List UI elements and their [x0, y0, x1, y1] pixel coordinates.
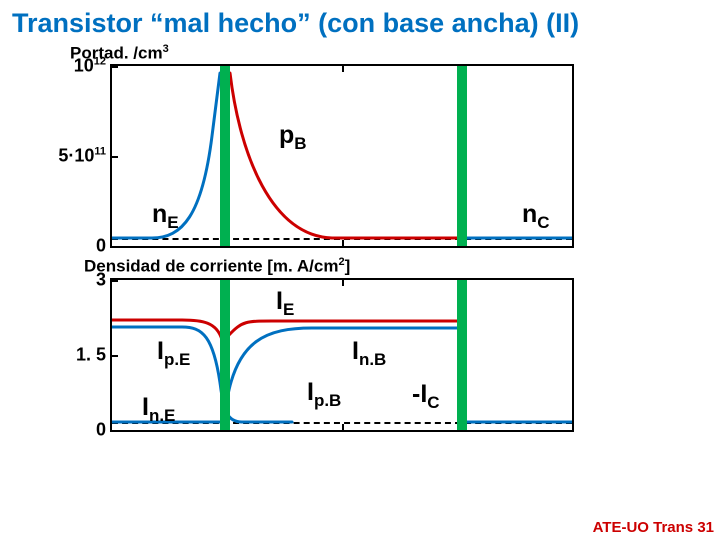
y-tick-label: 5·1011 — [58, 145, 112, 166]
top-chart: 10125·10110pBnEnC — [110, 64, 720, 248]
label-IC: -IC — [412, 380, 440, 413]
y-tick-label: 0 — [96, 420, 112, 441]
junction-bar-1 — [220, 280, 230, 430]
y-tick-label: 1. 5 — [76, 345, 112, 366]
label-IpB: Ip.B — [307, 378, 341, 411]
curves-svg — [112, 66, 572, 246]
label-IE: IE — [276, 287, 294, 320]
label-InE: In.E — [142, 393, 175, 426]
y-tick-label: 3 — [96, 270, 112, 291]
page-title: Transistor “mal hecho” (con base ancha) … — [0, 0, 720, 43]
label-nC: nC — [522, 200, 550, 233]
junction-bar-2 — [457, 280, 467, 430]
y-tick-label: 1012 — [74, 55, 112, 76]
footer-text: ATE-UO Trans 31 — [593, 519, 714, 536]
label-InB: In.B — [352, 337, 386, 370]
label-IpE: Ip.E — [157, 337, 190, 370]
y-tick-label: 0 — [96, 235, 112, 256]
junction-bar-2 — [457, 66, 467, 246]
label-pB: pB — [279, 121, 307, 154]
label-nE: nE — [152, 200, 179, 233]
curve-pB — [230, 73, 457, 238]
bottom-chart: 31. 50IEIp.EIn.BIp.BIn.E-IC -In.C-Ip.C — [110, 278, 720, 432]
curve-IpE_blue — [112, 327, 292, 422]
junction-bar-1 — [220, 66, 230, 246]
